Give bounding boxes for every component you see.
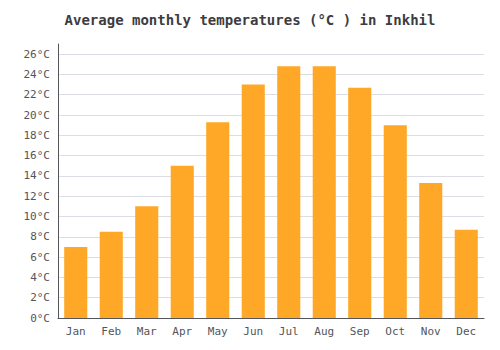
svg-text:26°C: 26°C <box>24 48 51 61</box>
svg-text:6°C: 6°C <box>30 251 50 264</box>
svg-text:Nov: Nov <box>421 325 441 338</box>
svg-text:Sep: Sep <box>350 325 370 338</box>
svg-text:4°C: 4°C <box>30 271 50 284</box>
svg-text:18°C: 18°C <box>24 129 51 142</box>
svg-text:0°C: 0°C <box>30 312 50 325</box>
svg-text:22°C: 22°C <box>24 88 51 101</box>
svg-text:8°C: 8°C <box>30 230 50 243</box>
svg-text:Dec: Dec <box>456 325 476 338</box>
svg-text:May: May <box>208 325 228 338</box>
svg-text:24°C: 24°C <box>24 68 51 81</box>
svg-text:Apr: Apr <box>172 325 192 338</box>
svg-text:Jan: Jan <box>66 325 86 338</box>
svg-text:Jun: Jun <box>243 325 263 338</box>
svg-text:12°C: 12°C <box>24 190 51 203</box>
svg-text:16°C: 16°C <box>24 149 51 162</box>
svg-text:Feb: Feb <box>101 325 121 338</box>
svg-text:Jul: Jul <box>279 325 299 338</box>
svg-text:Average monthly temperatures (: Average monthly temperatures (°C ) in In… <box>65 12 436 28</box>
svg-text:Mar: Mar <box>137 325 157 338</box>
svg-text:14°C: 14°C <box>24 169 51 182</box>
svg-text:Aug: Aug <box>314 325 334 338</box>
svg-text:Oct: Oct <box>385 325 405 338</box>
svg-text:10°C: 10°C <box>24 210 51 223</box>
svg-text:20°C: 20°C <box>24 109 51 122</box>
svg-text:2°C: 2°C <box>30 291 50 304</box>
